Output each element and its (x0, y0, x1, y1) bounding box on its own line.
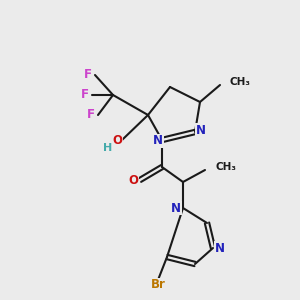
Text: F: F (81, 88, 89, 101)
Text: N: N (196, 124, 206, 136)
Text: F: F (84, 68, 92, 82)
Text: O: O (112, 134, 122, 146)
Text: O: O (128, 173, 138, 187)
Text: N: N (171, 202, 181, 214)
Text: N: N (153, 134, 163, 148)
Text: CH₃: CH₃ (230, 77, 251, 87)
Text: CH₃: CH₃ (215, 162, 236, 172)
Text: Br: Br (151, 278, 165, 292)
Text: H: H (103, 143, 112, 153)
Text: N: N (215, 242, 225, 254)
Text: F: F (87, 107, 95, 121)
